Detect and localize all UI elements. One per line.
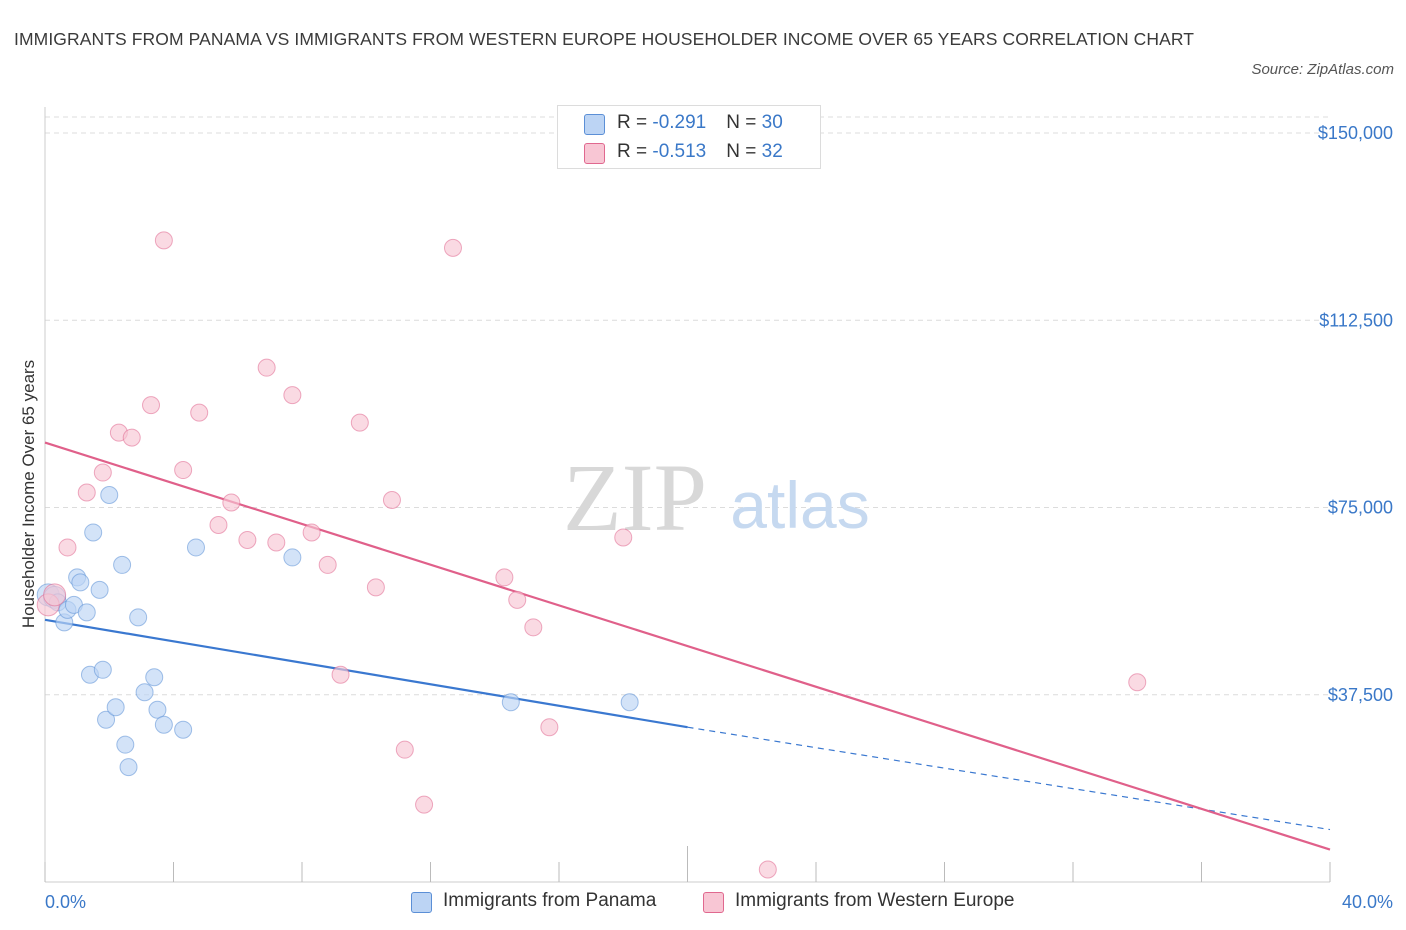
western-europe-point bbox=[77, 483, 96, 502]
panama-point bbox=[71, 573, 90, 592]
western-europe-point bbox=[302, 523, 321, 542]
western-europe-point bbox=[174, 461, 193, 480]
panama-point bbox=[145, 668, 164, 687]
panama-trend-extension bbox=[687, 726, 1331, 831]
chart-title: IMMIGRANTS FROM PANAMA VS IMMIGRANTS FRO… bbox=[14, 29, 1195, 49]
western-europe-legend-label: Immigrants from Western Europe bbox=[735, 890, 1015, 911]
panama-swatch bbox=[584, 114, 605, 135]
y-tick-label: $150,000 bbox=[1318, 123, 1393, 143]
y-tick-label: $37,500 bbox=[1328, 685, 1393, 705]
panama-point bbox=[148, 700, 167, 719]
western-europe-point bbox=[1128, 673, 1147, 692]
panama-point bbox=[129, 608, 148, 627]
y-tick-label: $112,500 bbox=[1319, 310, 1393, 330]
western-europe-point bbox=[154, 231, 173, 250]
western-europe-point bbox=[540, 718, 559, 737]
panama-legend-label: Immigrants from Panama bbox=[443, 890, 657, 911]
panama-point bbox=[113, 555, 132, 574]
western-europe-point bbox=[267, 533, 286, 552]
panama-point bbox=[100, 486, 119, 505]
y-axis-label: Householder Income Over 65 years bbox=[19, 360, 38, 628]
western-europe-point bbox=[443, 238, 462, 257]
trend-lines bbox=[44, 441, 1331, 851]
western-europe-point bbox=[366, 578, 385, 597]
r-label-panama: R = bbox=[617, 112, 653, 133]
n-value-panama: 30 bbox=[761, 112, 783, 133]
western-europe-point bbox=[495, 568, 514, 587]
western-europe-point bbox=[283, 386, 302, 405]
panama-point bbox=[186, 538, 205, 557]
watermark-atlas: atlas bbox=[730, 468, 869, 542]
x-tick-label: 0.0% bbox=[45, 892, 86, 912]
western-europe-point bbox=[58, 538, 77, 557]
western-europe-point bbox=[382, 491, 401, 510]
panama-point bbox=[501, 693, 520, 712]
western-europe-point bbox=[318, 555, 337, 574]
n-label-panama: N = bbox=[726, 112, 762, 133]
western-europe-point bbox=[758, 860, 777, 879]
panama-point bbox=[97, 710, 116, 729]
axes bbox=[44, 107, 1331, 883]
western-europe-point bbox=[614, 528, 633, 547]
r-value-western-europe: -0.513 bbox=[652, 141, 707, 162]
western-europe-point bbox=[209, 515, 228, 534]
western-europe-point bbox=[350, 413, 369, 432]
source-credit: Source: ZipAtlas.com bbox=[1251, 61, 1394, 78]
panama-point bbox=[135, 683, 154, 702]
western-europe-point bbox=[190, 403, 209, 422]
western-europe-point bbox=[395, 740, 414, 759]
x-tick-label: 40.0% bbox=[1342, 892, 1393, 912]
western-europe-point bbox=[257, 358, 276, 377]
watermark: ZIP atlas bbox=[563, 444, 870, 551]
western-europe-point bbox=[238, 530, 257, 549]
western-europe-point bbox=[415, 795, 434, 814]
panama-legend-swatch bbox=[411, 892, 432, 913]
y-tick-label: $75,000 bbox=[1328, 498, 1393, 518]
panama-point bbox=[90, 580, 109, 599]
panama-point bbox=[283, 548, 302, 567]
panama-point bbox=[174, 720, 193, 739]
panama-point bbox=[77, 603, 96, 622]
western-europe-point bbox=[524, 618, 543, 637]
western-europe-point bbox=[122, 428, 141, 447]
western-europe-point bbox=[93, 463, 112, 482]
western-europe-point bbox=[43, 583, 67, 607]
western-europe-point bbox=[508, 590, 527, 609]
western-europe-point bbox=[331, 665, 350, 684]
r-value-panama: -0.291 bbox=[652, 112, 707, 133]
correlation-legend: R = -0.291 N = 30 R = -0.513 N = 32 bbox=[557, 105, 821, 169]
western-europe-swatch bbox=[584, 143, 605, 164]
r-label-western-europe: R = bbox=[617, 141, 653, 162]
tick-labels: $37,500 $75,000 $112,500 $150,000 0.0% 40.0% bbox=[45, 123, 1393, 912]
n-value-western-europe: 32 bbox=[761, 141, 783, 162]
panama-point bbox=[119, 758, 138, 777]
western-europe-legend-swatch bbox=[703, 892, 724, 913]
panama-point bbox=[84, 523, 103, 542]
panama-point bbox=[106, 698, 125, 717]
western-europe-trend-line bbox=[44, 441, 1331, 851]
panama-trend-line bbox=[44, 618, 688, 729]
watermark-zip: ZIP bbox=[563, 444, 707, 551]
panama-point bbox=[116, 735, 135, 754]
data-points bbox=[36, 231, 1147, 879]
panama-point bbox=[93, 660, 112, 679]
grid-lines bbox=[45, 116, 1330, 696]
panama-point bbox=[154, 715, 173, 734]
panama-point bbox=[620, 693, 639, 712]
western-europe-point bbox=[142, 396, 161, 415]
western-europe-point bbox=[222, 493, 241, 512]
n-label-western-europe: N = bbox=[726, 141, 762, 162]
